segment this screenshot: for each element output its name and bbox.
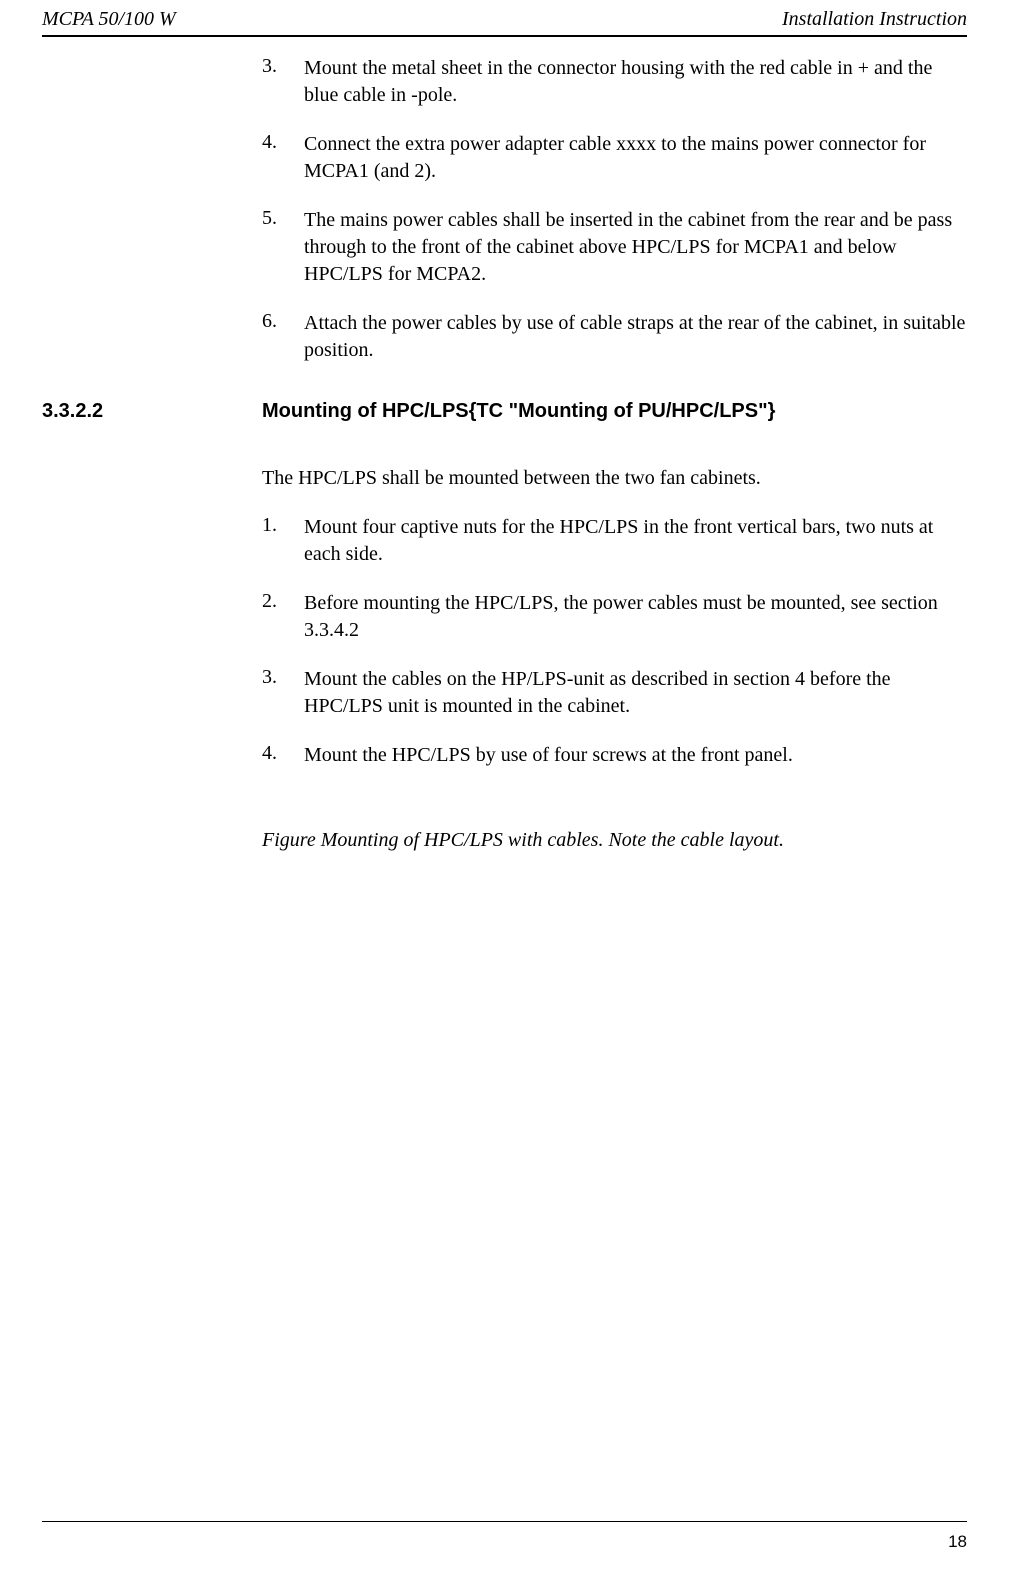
list-number: 6. [262, 310, 304, 364]
list-number: 3. [262, 666, 304, 720]
list-item: 3. Mount the metal sheet in the connecto… [262, 55, 967, 109]
intro-paragraph: The HPC/LPS shall be mounted between the… [42, 465, 967, 492]
list-item: 1. Mount four captive nuts for the HPC/L… [262, 514, 967, 568]
section-heading: 3.3.2.2 Mounting of HPC/LPS{TC "Mounting… [42, 400, 967, 423]
figure-caption: Figure Mounting of HPC/LPS with cables. … [42, 829, 967, 852]
list-text: Before mounting the HPC/LPS, the power c… [304, 590, 967, 644]
list-number: 4. [262, 131, 304, 185]
header-right: Installation Instruction [782, 8, 967, 31]
list-text: Attach the power cables by use of cable … [304, 310, 967, 364]
footer-divider [42, 1521, 967, 1522]
page-number: 18 [948, 1532, 967, 1552]
list-item: 5. The mains power cables shall be inser… [262, 207, 967, 288]
list-text: Connect the extra power adapter cable xx… [304, 131, 967, 185]
top-list: 3. Mount the metal sheet in the connecto… [42, 55, 967, 364]
section-number: 3.3.2.2 [42, 400, 262, 423]
list-number: 2. [262, 590, 304, 644]
list-number: 1. [262, 514, 304, 568]
header-divider [42, 35, 967, 37]
list-item: 4. Mount the HPC/LPS by use of four scre… [262, 742, 967, 769]
sub-list: 1. Mount four captive nuts for the HPC/L… [42, 514, 967, 769]
list-item: 2. Before mounting the HPC/LPS, the powe… [262, 590, 967, 644]
header-left: MCPA 50/100 W [42, 8, 176, 31]
list-number: 3. [262, 55, 304, 109]
list-item: 3. Mount the cables on the HP/LPS-unit a… [262, 666, 967, 720]
list-text: The mains power cables shall be inserted… [304, 207, 967, 288]
list-text: Mount the metal sheet in the connector h… [304, 55, 967, 109]
list-text: Mount the HPC/LPS by use of four screws … [304, 742, 793, 769]
list-item: 4. Connect the extra power adapter cable… [262, 131, 967, 185]
list-text: Mount four captive nuts for the HPC/LPS … [304, 514, 967, 568]
section-title: Mounting of HPC/LPS{TC "Mounting of PU/H… [262, 400, 775, 423]
list-item: 6. Attach the power cables by use of cab… [262, 310, 967, 364]
list-text: Mount the cables on the HP/LPS-unit as d… [304, 666, 967, 720]
list-number: 4. [262, 742, 304, 769]
list-number: 5. [262, 207, 304, 288]
